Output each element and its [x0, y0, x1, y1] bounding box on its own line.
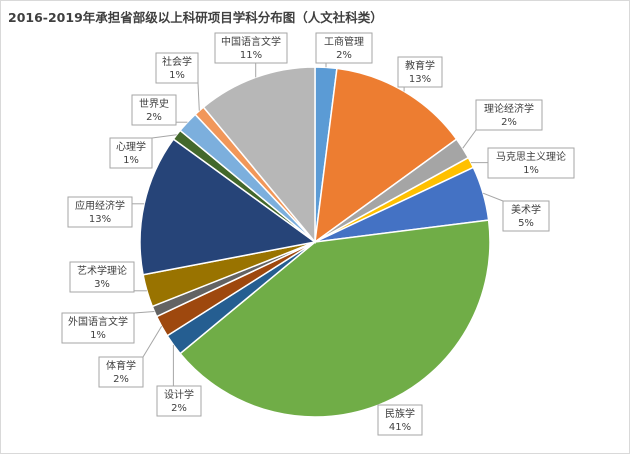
slice-label-box	[155, 52, 199, 84]
slice-label-name: 工商管理	[324, 35, 364, 48]
slice-label-percent: 1%	[169, 70, 185, 81]
slice-label-name: 心理学	[116, 140, 146, 153]
slice-label-box	[98, 356, 144, 388]
slice-label-box	[502, 200, 550, 232]
slice-label: 理论经济学 2%	[475, 99, 543, 131]
slice-label-percent: 11%	[240, 50, 262, 61]
slice-label-percent: 41%	[389, 422, 411, 433]
slice-label: 世界史 2%	[131, 94, 177, 126]
slice-label-percent: 1%	[123, 155, 139, 166]
slice-label-box	[131, 94, 177, 126]
chart-title: 2016-2019年承担省部级以上科研项目学科分布图（人文社科类）	[8, 10, 383, 25]
slice-label-name: 应用经济学	[75, 199, 125, 212]
slice-label-box	[61, 312, 135, 344]
pie-slice	[314, 67, 458, 244]
slice-label-percent: 2%	[501, 117, 517, 128]
slice-label-percent: 2%	[336, 50, 352, 61]
slice-label-percent: 2%	[171, 403, 187, 414]
slice-label-percent: 13%	[409, 74, 431, 85]
slice-label-box	[377, 404, 423, 436]
slice-label-name: 中国语言文学	[221, 35, 281, 48]
slice-label: 美术学 5%	[502, 200, 550, 232]
slice-label-name: 世界史	[139, 98, 169, 110]
leader-line	[482, 192, 504, 202]
slice-label-percent: 13%	[89, 214, 111, 225]
slice-label-name: 社会学	[162, 55, 192, 68]
slice-label-box	[156, 385, 202, 417]
slice-label: 民族学 41%	[377, 404, 423, 436]
slice-label: 体育学 2%	[98, 356, 144, 388]
slice-label-percent: 1%	[523, 165, 539, 176]
slice-label-box	[109, 137, 153, 169]
slice-label-name: 外国语言文学	[68, 315, 128, 328]
slice-label-box	[214, 32, 288, 64]
slice-label: 工商管理 2%	[315, 32, 373, 64]
slice-label-box	[315, 32, 373, 64]
slice-label-name: 体育学	[106, 359, 136, 372]
leader-line	[133, 311, 155, 314]
leader-line	[142, 326, 163, 358]
slice-label: 马克思主义理论 1%	[487, 147, 575, 179]
leader-line	[462, 129, 477, 149]
slice-label-percent: 2%	[146, 112, 162, 123]
leader-line	[151, 134, 177, 139]
slice-label-percent: 3%	[94, 279, 110, 290]
slice-label: 教育学 13%	[397, 56, 443, 88]
slice-label-percent: 2%	[113, 374, 129, 385]
data-labels: 工商管理 2% 教育学 13% 理论经济学 2% 马克思主义理论 1% 美术学 5% 民族学 41% 设…	[61, 32, 575, 436]
slice-label-name: 美术学	[511, 203, 541, 216]
slice-label-name: 设计学	[164, 388, 194, 401]
slice-label-percent: 1%	[90, 330, 106, 341]
pie-slice	[202, 66, 316, 245]
slice-label-box	[69, 261, 135, 293]
slice-label-percent: 5%	[518, 218, 534, 229]
slice-label-box	[67, 196, 133, 228]
slice-label-box	[475, 99, 543, 131]
slice-label-name: 艺术学理论	[77, 264, 127, 277]
slice-label: 外国语言文学 1%	[61, 312, 135, 344]
slice-label: 应用经济学 13%	[67, 196, 133, 228]
slice-label: 心理学 1%	[109, 137, 153, 169]
slice-label-name: 马克思主义理论	[496, 150, 566, 163]
slice-label: 社会学 1%	[155, 52, 199, 84]
slice-label: 艺术学理论 3%	[69, 261, 135, 293]
slice-label-name: 教育学	[405, 59, 435, 72]
slice-label: 中国语言文学 11%	[214, 32, 288, 64]
slice-label-name: 民族学	[385, 407, 415, 420]
slice-label-box	[397, 56, 443, 88]
slice-label: 设计学 2%	[156, 385, 202, 417]
pie-slices	[139, 66, 491, 418]
leader-lines	[132, 63, 504, 386]
slice-label-name: 理论经济学	[484, 102, 534, 115]
pie-slice	[179, 219, 491, 418]
leader-line	[197, 82, 200, 111]
slice-label-box	[487, 147, 575, 179]
pie-slice	[139, 138, 317, 276]
